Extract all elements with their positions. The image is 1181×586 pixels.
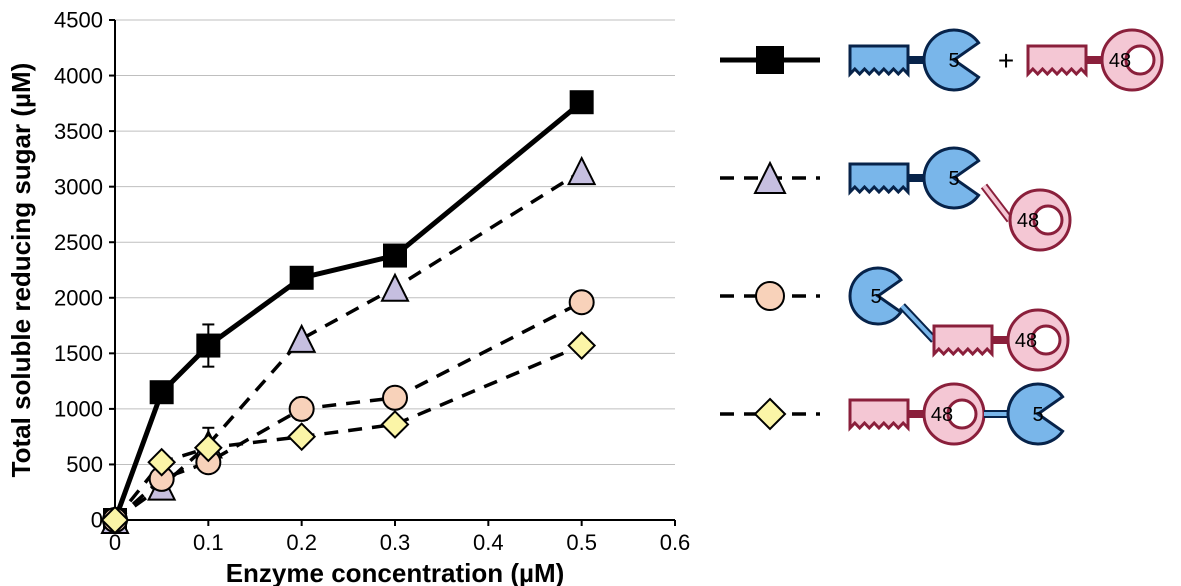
marker-circle: [290, 397, 314, 421]
y-tick-label: 4500: [54, 8, 103, 33]
x-axis-label: Enzyme concentration (µM): [226, 558, 565, 586]
marker-square: [571, 91, 593, 113]
x-tick-label: 0.3: [380, 530, 411, 555]
x-tick-label: 0.2: [286, 530, 317, 555]
marker-square: [757, 47, 783, 73]
domain-label: 5: [948, 168, 959, 190]
marker-circle: [756, 282, 784, 310]
domain-rect: [1028, 46, 1086, 74]
y-tick-label: 1500: [54, 341, 103, 366]
marker-square: [291, 267, 313, 289]
domain-label: 5: [948, 50, 959, 72]
domain-label: 48: [1015, 330, 1037, 352]
domain-label: 48: [931, 404, 953, 426]
y-tick-label: 4000: [54, 63, 103, 88]
marker-circle: [570, 290, 594, 314]
marker-circle: [383, 386, 407, 410]
marker-square: [384, 245, 406, 267]
y-tick-label: 2000: [54, 285, 103, 310]
x-tick-label: 0.4: [473, 530, 504, 555]
x-tick-label: 0.5: [566, 530, 597, 555]
y-axis-label: Total soluble reducing sugar (µM): [6, 63, 36, 478]
domain-rect: [850, 400, 908, 428]
domain-label: 5: [1032, 404, 1043, 426]
marker-square: [197, 335, 219, 357]
y-tick-label: 500: [66, 452, 103, 477]
y-tick-label: 3500: [54, 119, 103, 144]
domain-rect: [850, 46, 908, 74]
domain-rect: [934, 326, 992, 354]
x-tick-label: 0.1: [193, 530, 224, 555]
domain-label: 48: [1017, 210, 1039, 232]
y-tick-label: 3000: [54, 174, 103, 199]
domain-rect: [850, 164, 908, 192]
x-tick-label: 0.6: [660, 530, 691, 555]
y-tick-label: 1000: [54, 397, 103, 422]
domain-label: 48: [1109, 50, 1131, 72]
marker-square: [151, 381, 173, 403]
domain-label: 5: [870, 286, 881, 308]
y-tick-label: 2500: [54, 230, 103, 255]
plus-sign: +: [998, 45, 1014, 76]
